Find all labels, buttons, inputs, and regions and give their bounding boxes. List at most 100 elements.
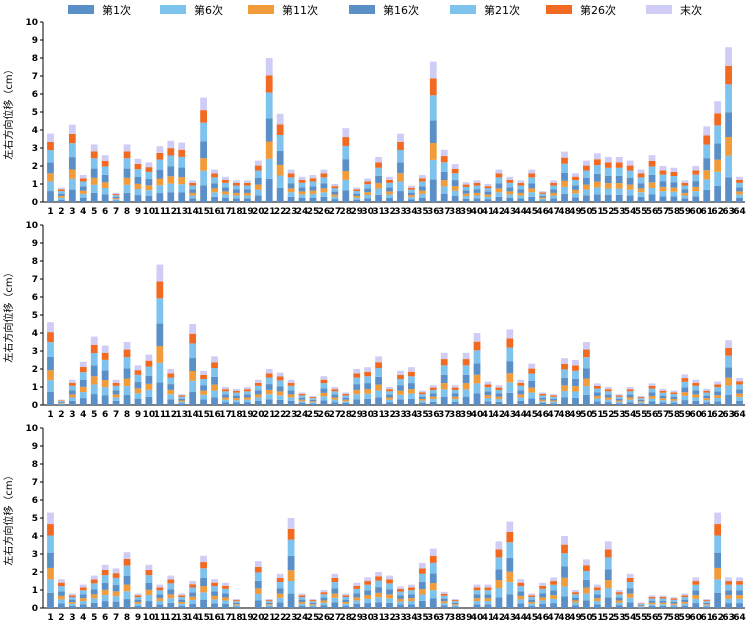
bar-segment: [353, 193, 361, 196]
bar-segment: [714, 113, 722, 126]
bar-segment: [626, 160, 634, 166]
bar-segment: [276, 124, 284, 135]
bar-segment: [47, 356, 54, 371]
bar-segment: [101, 352, 109, 360]
bar-segment: [408, 376, 415, 384]
bar-segment: [517, 192, 525, 196]
x-tick-label: 41: [482, 613, 495, 623]
bar-segment: [561, 397, 568, 405]
bar-segment: [484, 587, 492, 591]
stacked-bar: [79, 584, 87, 608]
bar-segment: [375, 167, 382, 176]
x-tick-label: 54: [624, 613, 637, 623]
x-tick-label: 39: [460, 207, 473, 217]
bar-segment: [473, 600, 481, 605]
y-tick-label: 9: [32, 239, 38, 249]
x-tick-label: 2: [58, 207, 64, 217]
bar-segment: [123, 575, 131, 585]
bar-segment: [375, 572, 382, 577]
bar-segment: [276, 577, 284, 582]
bar-segment: [222, 593, 229, 598]
bar-segment: [254, 561, 262, 567]
bar-segment: [539, 399, 547, 402]
bar-segment: [145, 179, 153, 186]
bar-segment: [320, 192, 328, 197]
stacked-bar: [233, 599, 240, 608]
bar-segment: [418, 190, 426, 194]
bar-segment: [265, 377, 273, 385]
stacked-bar: [572, 360, 579, 405]
bar-segment: [134, 195, 142, 202]
bar-segment: [528, 183, 536, 189]
stacked-bar: [561, 358, 568, 405]
x-tick-label: 4: [80, 410, 86, 420]
bar-segment: [189, 192, 197, 196]
bar-segment: [243, 397, 251, 400]
x-tick-label: 22: [274, 410, 287, 420]
x-tick-label: 13: [175, 613, 188, 623]
bar-segment: [276, 372, 284, 377]
bar-segment: [167, 155, 175, 167]
x-tick-label: 7: [113, 613, 119, 623]
bar-segment: [539, 197, 547, 199]
bar-segment: [386, 389, 393, 392]
x-tick-label: 51: [591, 613, 604, 623]
bar-segment: [375, 356, 382, 363]
bar-segment: [692, 186, 700, 192]
stacked-bar: [528, 363, 536, 405]
bar-segment: [276, 582, 284, 589]
bar-segment: [451, 168, 459, 174]
bar-segment: [626, 582, 634, 589]
bar-segment: [637, 173, 645, 178]
stacked-bar: [451, 164, 459, 202]
bar-segment: [211, 362, 218, 369]
bar-segment: [47, 342, 54, 357]
legend-swatch: [68, 5, 94, 14]
stacked-bar: [550, 394, 557, 405]
bar-segment: [495, 393, 503, 397]
bar-segment: [681, 374, 689, 379]
bar-segment: [659, 174, 667, 182]
bar-segment: [309, 193, 317, 198]
bar-segment: [484, 391, 492, 396]
bar-segment: [659, 402, 667, 405]
bar-segment: [440, 186, 448, 194]
x-tick-label: 6: [102, 207, 108, 217]
bar-segment: [298, 595, 306, 598]
bar-segment: [714, 535, 722, 553]
bar-segment: [298, 605, 306, 608]
x-tick-label: 20: [252, 410, 265, 420]
bar-segment: [572, 592, 579, 595]
bar-segment: [583, 160, 590, 166]
x-tick-label: 47: [547, 410, 560, 420]
bar-segment: [561, 369, 568, 378]
bar-segment: [462, 198, 470, 202]
bar-segment: [397, 141, 404, 151]
bar-segment: [648, 388, 656, 393]
bar-segment: [222, 387, 229, 390]
bar-segment: [440, 352, 448, 360]
bar-segment: [276, 187, 284, 202]
bar-segment: [145, 167, 153, 172]
bar-segment: [233, 605, 240, 607]
x-tick-label: 44: [515, 410, 528, 420]
x-tick-label: 8: [124, 613, 130, 623]
stacked-bar: [298, 593, 306, 608]
bar-segment: [178, 184, 186, 193]
bar-segment: [364, 376, 372, 384]
bar-segment: [539, 603, 547, 608]
bar-segment: [736, 598, 743, 604]
bar-segment: [145, 190, 153, 196]
bar-segment: [397, 385, 404, 391]
bar-segment: [408, 189, 415, 193]
bar-segment: [178, 142, 186, 150]
y-tick-label: 6: [32, 496, 38, 506]
bar-segment: [134, 593, 142, 596]
bar-segment: [101, 155, 109, 161]
stacked-bar: [200, 97, 207, 202]
bar-segment: [189, 343, 197, 359]
bar-segment: [517, 180, 525, 183]
bar-segment: [189, 584, 197, 588]
bar-segment: [58, 191, 65, 194]
bar-segment: [90, 594, 98, 599]
